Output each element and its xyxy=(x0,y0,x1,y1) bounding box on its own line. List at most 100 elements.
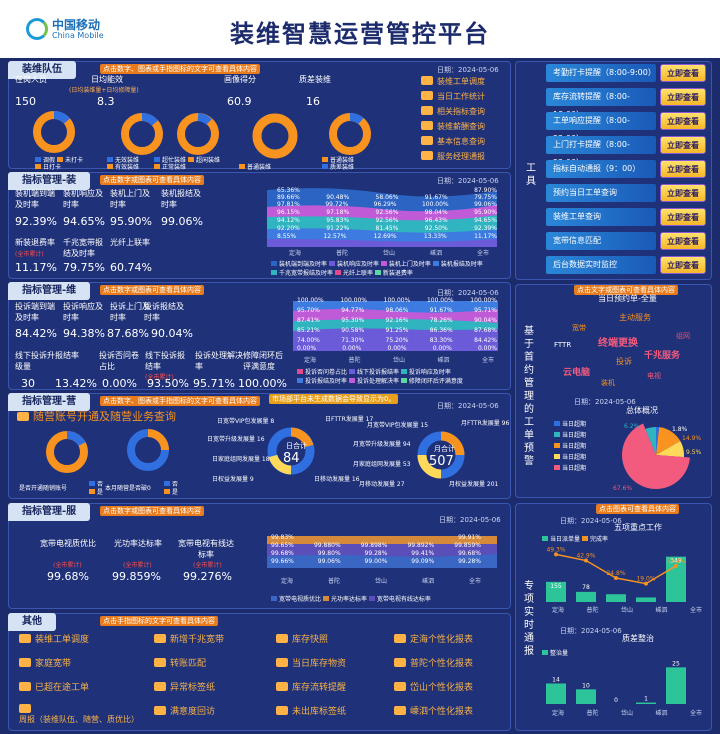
pie-slice[interactable] xyxy=(656,427,681,455)
metric-value[interactable]: 30 xyxy=(21,377,35,390)
word-cloud-item[interactable]: 投诉 xyxy=(616,357,632,366)
metric-value[interactable]: 94.38% xyxy=(63,327,105,340)
bar-label[interactable]: 78 xyxy=(582,584,590,591)
tool-stock-reminder[interactable]: 库存流转提醒（8:00-18:00） xyxy=(546,88,656,119)
view-button[interactable]: 立即查看 xyxy=(660,64,706,82)
link-other[interactable]: 转账匹配 xyxy=(154,656,276,680)
donut-efficiency[interactable] xyxy=(121,112,163,155)
link-other[interactable]: 已超在途工单 xyxy=(19,680,154,704)
link-other[interactable]: 普陀个性化报表 xyxy=(394,656,512,680)
link-other[interactable]: 满意度回访 xyxy=(154,704,276,728)
word-cloud-item[interactable]: FTTR xyxy=(554,341,572,349)
donut-account-opened[interactable] xyxy=(46,431,88,473)
metric-value[interactable]: 79.75% xyxy=(63,261,105,274)
donut-day-total[interactable] xyxy=(267,427,315,475)
metric-value[interactable]: 11.17% xyxy=(15,261,57,274)
rate-label[interactable]: 49.3% xyxy=(546,546,565,553)
bar[interactable] xyxy=(606,594,626,602)
link-other[interactable]: 装维工单调度 xyxy=(19,632,154,656)
link-manager-report[interactable]: 服务经理通报 xyxy=(421,151,485,162)
view-button[interactable]: 立即查看 xyxy=(660,256,706,274)
bar[interactable] xyxy=(576,689,596,704)
link-other[interactable]: 嵊泗个性化报表 xyxy=(394,704,512,728)
word-cloud-item[interactable]: 主动服务 xyxy=(619,313,651,322)
metric-value[interactable]: 90.04% xyxy=(151,327,193,340)
bar-label[interactable]: 14 xyxy=(552,676,560,683)
rate-point[interactable] xyxy=(614,576,618,581)
pie-slice[interactable] xyxy=(645,427,656,455)
metric-value[interactable]: 99.06% xyxy=(161,215,203,228)
link-other[interactable]: 定海个性化报表 xyxy=(394,632,512,656)
metric-value[interactable]: 99.859% xyxy=(112,570,161,583)
tool-order-query[interactable]: 装维工单查询 xyxy=(546,208,656,226)
bar-label[interactable]: 349 xyxy=(670,558,682,565)
bar-label[interactable]: 10 xyxy=(582,682,590,689)
metric-value[interactable]: 13.42% xyxy=(55,377,97,390)
metric-value[interactable]: 16 xyxy=(306,95,320,108)
month-total-value[interactable]: 507 xyxy=(429,454,454,469)
link-other[interactable]: 库存快照 xyxy=(276,632,394,656)
metric-value[interactable]: 95.71% xyxy=(193,377,235,390)
word-cloud-item[interactable]: 终端更换 xyxy=(598,338,638,349)
metric-value[interactable]: 92.39% xyxy=(15,215,57,228)
day-total-value[interactable]: 84 xyxy=(283,451,300,466)
metric-value[interactable]: 99.68% xyxy=(47,570,89,583)
link-indicator-query[interactable]: 相关指标查询 xyxy=(421,106,485,117)
quality-fix-chart[interactable]: 14 10 0 1 25 xyxy=(540,654,710,706)
link-other[interactable]: 岱山个性化报表 xyxy=(394,680,512,704)
overview-pie[interactable] xyxy=(616,415,696,495)
repair-area-chart[interactable] xyxy=(293,297,498,351)
metric-value[interactable]: 84.42% xyxy=(15,327,57,340)
bar[interactable] xyxy=(546,581,566,602)
view-button[interactable]: 立即查看 xyxy=(660,208,706,226)
rate-label[interactable]: 24.8% xyxy=(606,570,625,577)
bar[interactable] xyxy=(576,591,596,602)
metric-value[interactable]: 8.3 xyxy=(97,95,115,108)
bar-label[interactable]: 155 xyxy=(550,583,562,590)
team-donuts[interactable] xyxy=(9,62,409,170)
bar[interactable] xyxy=(636,702,656,704)
view-button[interactable]: 立即查看 xyxy=(660,160,706,178)
link-other[interactable]: 异常标签纸 xyxy=(154,680,276,704)
rate-label[interactable]: 37.4% xyxy=(666,558,685,565)
bar[interactable] xyxy=(546,683,566,704)
word-cloud-item[interactable]: 组网 xyxy=(676,332,690,340)
rate-label[interactable]: 19.0% xyxy=(636,576,655,583)
donut-efficiency-2[interactable] xyxy=(177,113,219,155)
donut-score[interactable] xyxy=(252,113,298,159)
metric-value[interactable]: 95.90% xyxy=(110,215,152,228)
metric-value[interactable]: 60.9 xyxy=(227,95,252,108)
word-cloud-item[interactable]: 千兆服务 xyxy=(644,351,681,361)
service-area-chart[interactable] xyxy=(267,532,497,568)
tool-auto-report[interactable]: 指标自动通报（9：00） xyxy=(546,160,656,178)
metric-value[interactable]: 100.00% xyxy=(238,377,287,390)
donut-month-zero[interactable] xyxy=(127,429,169,471)
metric-value[interactable]: 150 xyxy=(15,95,36,108)
bar[interactable] xyxy=(666,667,686,704)
bar[interactable] xyxy=(636,597,656,602)
link-salary-query[interactable]: 装维薪酬查询 xyxy=(421,121,485,132)
link-other[interactable]: 未出库标签纸 xyxy=(276,704,394,728)
key-work-chart[interactable]: 155 78 349 49.3% 42.9% 24.8% 19.0% 37.4% xyxy=(540,544,710,604)
rate-point[interactable] xyxy=(584,558,588,563)
donut-month-total[interactable] xyxy=(417,431,465,479)
link-other[interactable]: 库存流转提醒 xyxy=(276,680,394,704)
view-button[interactable]: 立即查看 xyxy=(660,136,706,154)
tool-appointment-query[interactable]: 预约当日工单查询 xyxy=(546,184,656,202)
link-daily-stats[interactable]: 当日工作统计 xyxy=(421,91,485,102)
link-sales-account[interactable]: 随营账号开通及随营业务查询 xyxy=(17,408,176,424)
link-other[interactable]: 新增千兆宽带 xyxy=(154,632,276,656)
view-button[interactable]: 立即查看 xyxy=(660,184,706,202)
pie-slice[interactable] xyxy=(622,423,690,489)
donut-quality[interactable] xyxy=(329,112,371,155)
rate-point[interactable] xyxy=(674,563,678,568)
pie-slice[interactable] xyxy=(656,427,660,455)
bar-label[interactable]: 0 xyxy=(614,697,618,704)
link-other[interactable]: 当日库存物资 xyxy=(276,656,394,680)
donut-attendance[interactable] xyxy=(33,110,75,153)
metric-value[interactable]: 87.68% xyxy=(107,327,149,340)
pie-slice[interactable] xyxy=(656,441,684,458)
rate-point[interactable] xyxy=(644,581,648,586)
operate-donuts[interactable] xyxy=(9,394,509,500)
view-button[interactable]: 立即查看 xyxy=(660,88,706,106)
